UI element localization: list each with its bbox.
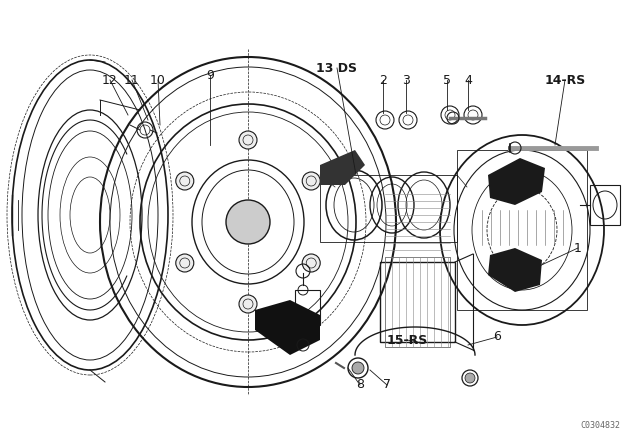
Polygon shape [488, 248, 542, 292]
Text: 13 DS: 13 DS [317, 61, 358, 74]
Text: 5: 5 [443, 73, 451, 86]
Circle shape [302, 254, 320, 272]
Text: 8: 8 [356, 379, 364, 392]
Text: 12: 12 [102, 73, 118, 86]
Text: 9: 9 [206, 69, 214, 82]
Circle shape [465, 373, 475, 383]
Polygon shape [255, 300, 320, 355]
Polygon shape [320, 150, 365, 185]
Text: 6: 6 [493, 331, 501, 344]
Text: 11: 11 [124, 73, 140, 86]
Text: 7: 7 [383, 379, 391, 392]
Text: C0304832: C0304832 [580, 421, 620, 430]
Bar [457, 150, 587, 310]
Circle shape [239, 131, 257, 149]
Text: 14-RS: 14-RS [545, 73, 586, 86]
Circle shape [352, 362, 364, 374]
Circle shape [226, 200, 270, 244]
Text: 1: 1 [574, 241, 582, 254]
Circle shape [176, 254, 194, 272]
Bar [385, 257, 450, 347]
Circle shape [239, 295, 257, 313]
Bar [590, 185, 620, 225]
Text: 15-RS: 15-RS [387, 333, 428, 346]
Bar [295, 290, 320, 325]
Text: 4: 4 [464, 73, 472, 86]
Circle shape [302, 172, 320, 190]
Circle shape [176, 172, 194, 190]
Polygon shape [488, 158, 545, 205]
Text: 3: 3 [402, 73, 410, 86]
Text: 2: 2 [379, 73, 387, 86]
Text: 10: 10 [150, 73, 166, 86]
Bar [380, 262, 455, 342]
Bar [320, 175, 457, 242]
